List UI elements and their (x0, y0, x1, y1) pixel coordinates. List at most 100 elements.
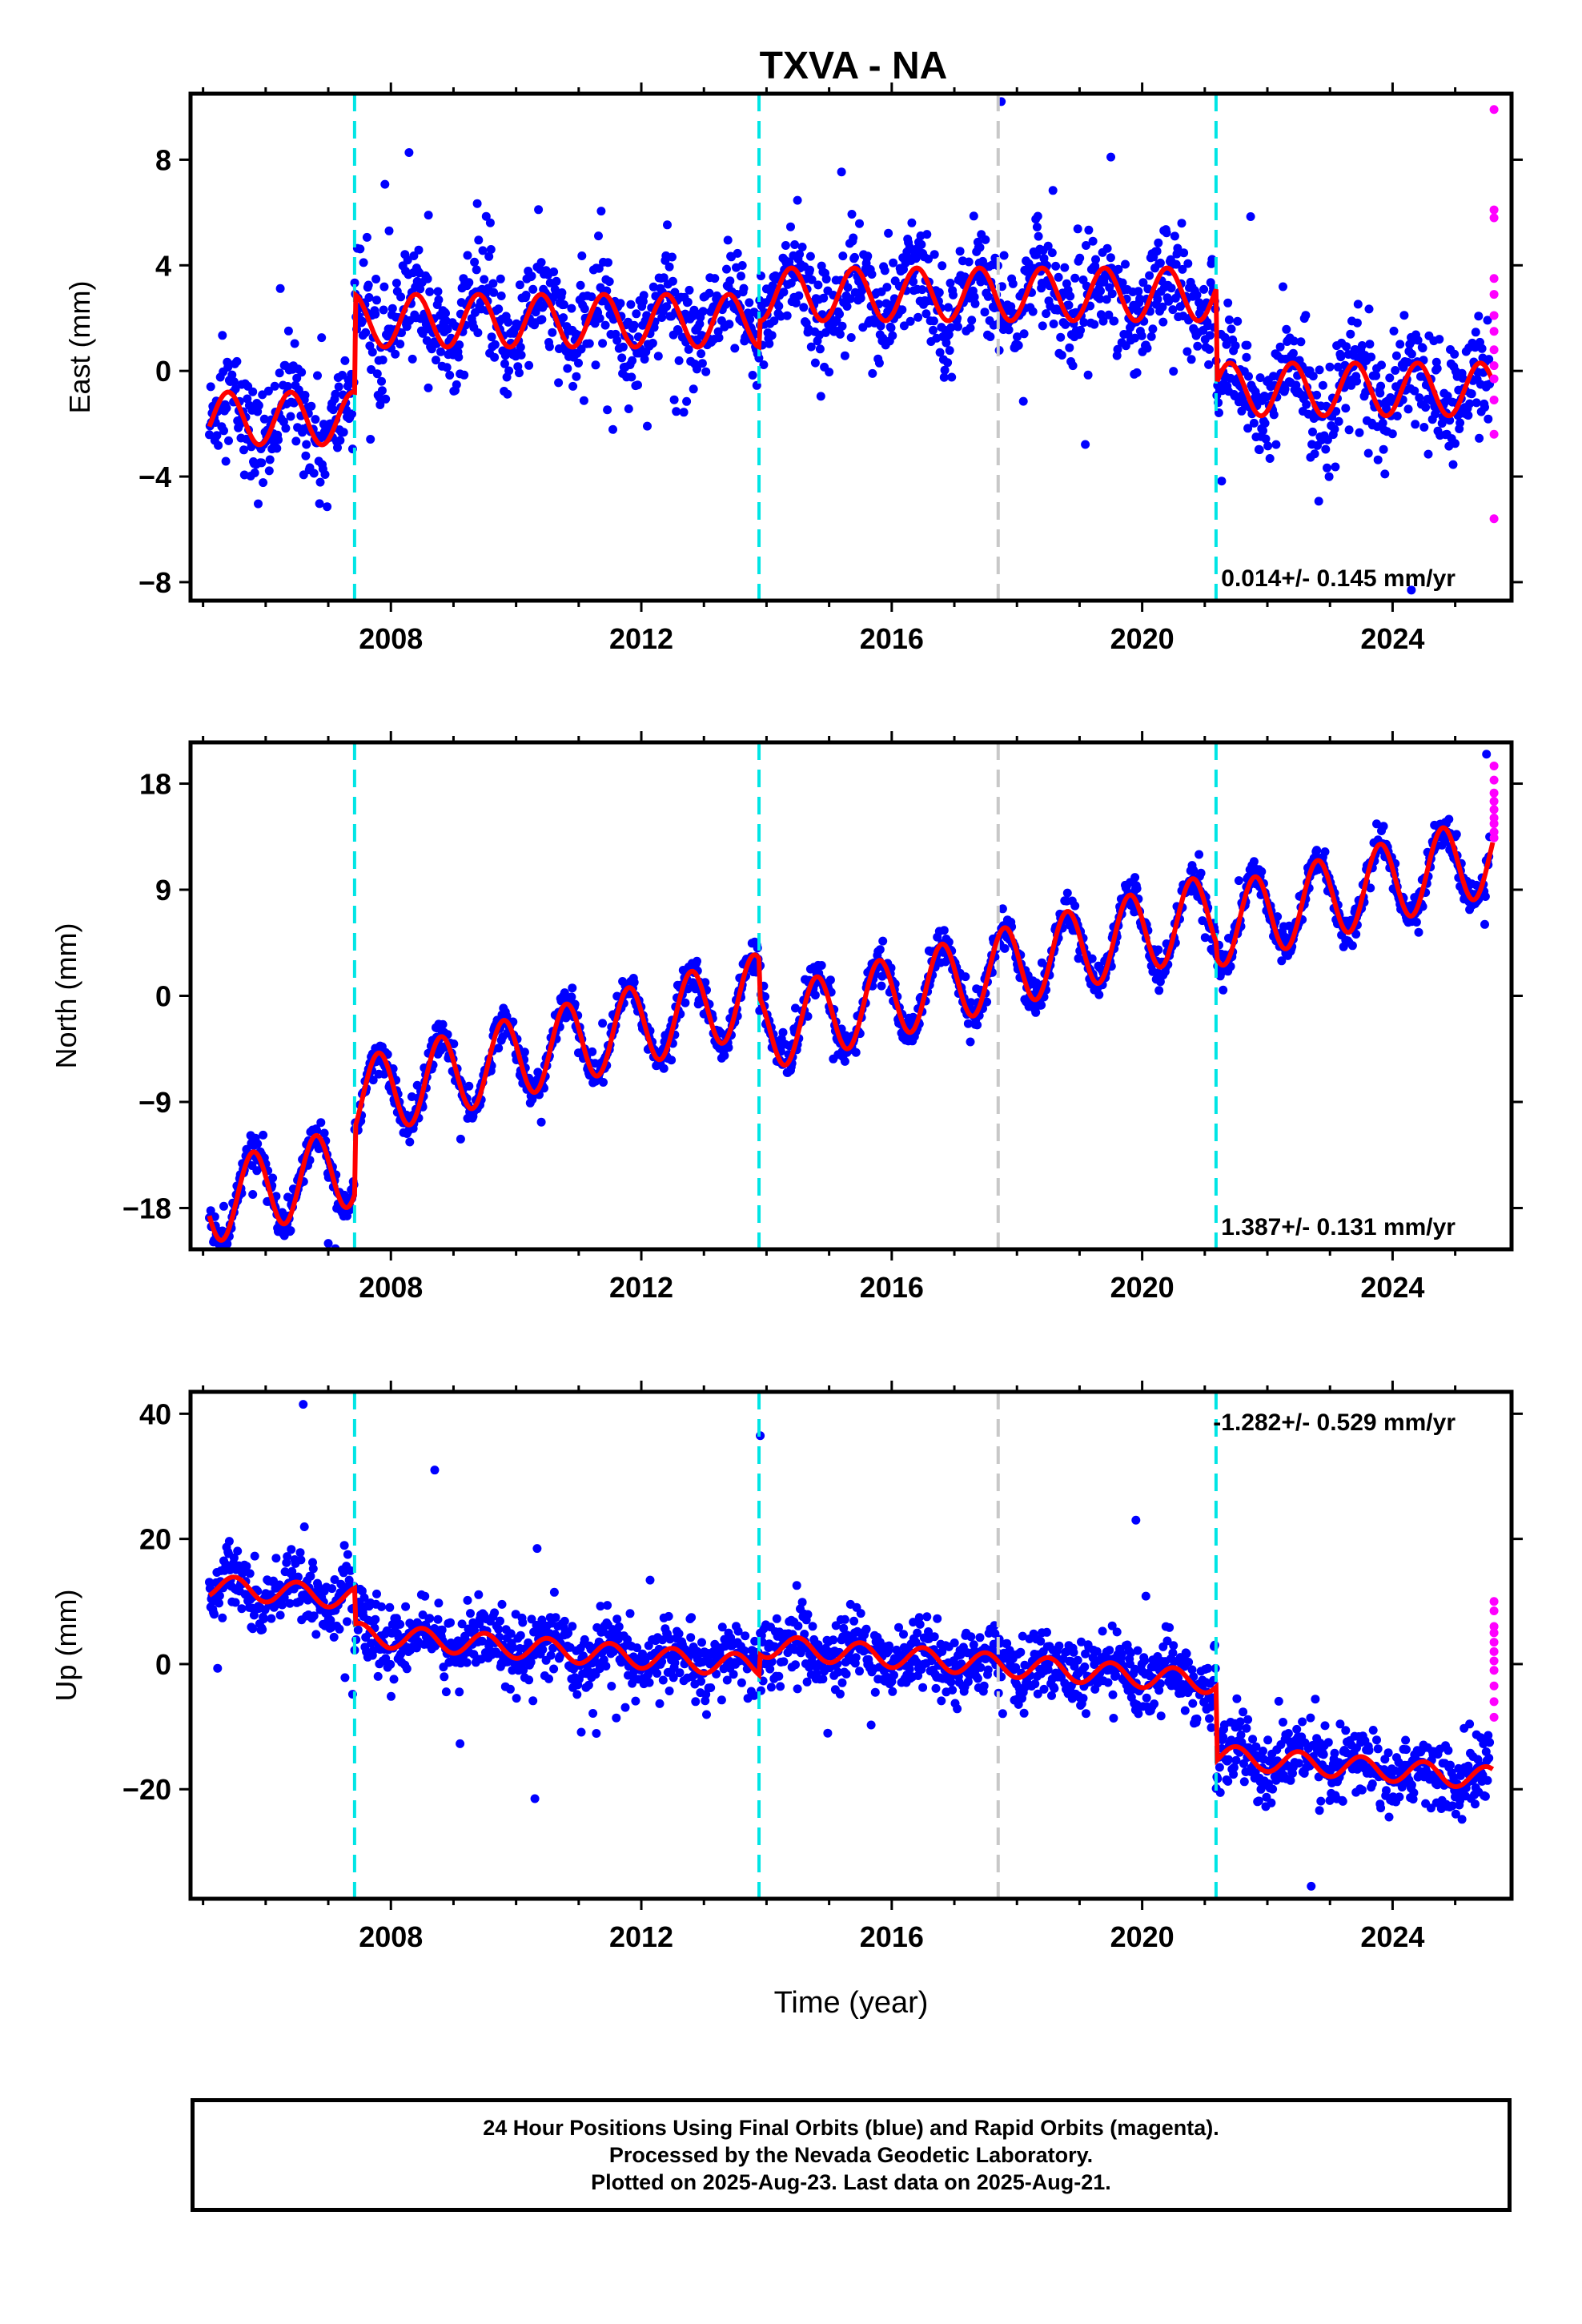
east-point (315, 477, 325, 487)
east-point (521, 291, 531, 300)
up-point (296, 1555, 306, 1565)
north-point (803, 1011, 813, 1021)
east-point (911, 254, 921, 263)
east-point (416, 284, 425, 294)
east-point (223, 363, 233, 372)
north-y-axis-label: North (mm) (50, 923, 82, 1069)
east-point (1464, 411, 1473, 420)
north-point (1257, 866, 1267, 876)
up-point (687, 1613, 697, 1622)
east-point (1296, 337, 1306, 347)
east-point (1378, 418, 1387, 428)
east-point (1192, 290, 1202, 300)
north-point (568, 983, 577, 993)
east-point (1484, 355, 1494, 364)
east-point (604, 277, 614, 287)
east-point (1205, 331, 1215, 340)
east-point (980, 308, 990, 317)
east-point (1363, 448, 1373, 458)
north-point (286, 1226, 295, 1236)
east-point (1033, 211, 1042, 221)
east-point (1137, 331, 1146, 340)
up-point (368, 1646, 378, 1655)
up-point (490, 1608, 500, 1618)
east-point (1008, 279, 1018, 288)
east-point (616, 299, 625, 308)
east-point (837, 321, 847, 331)
east-point (924, 255, 933, 263)
east-point (472, 199, 482, 208)
up-point (861, 1624, 871, 1634)
east-point (463, 251, 472, 260)
north-point (259, 1130, 268, 1140)
east-point (934, 287, 944, 297)
east-point (1013, 332, 1022, 342)
north-rapid-point (1489, 833, 1499, 842)
east-point (1073, 224, 1082, 234)
east-point (1314, 497, 1323, 506)
up-point (549, 1587, 559, 1597)
up-point (285, 1598, 295, 1608)
east-point (1333, 362, 1343, 372)
east-point (338, 371, 347, 380)
up-point (303, 1595, 312, 1605)
east-point (1467, 389, 1476, 399)
east-point (1410, 386, 1419, 396)
east-point (1222, 340, 1231, 349)
east-point (1220, 333, 1230, 342)
east-point (921, 309, 931, 319)
up-point (813, 1640, 823, 1650)
up-point (669, 1673, 678, 1683)
up-point (913, 1628, 922, 1638)
up-point (823, 1728, 833, 1738)
up-point (455, 1687, 464, 1697)
east-point (441, 308, 450, 318)
east-point (598, 339, 608, 348)
up-point (607, 1682, 616, 1691)
east-point (1407, 349, 1416, 359)
north-point (963, 1019, 973, 1028)
up-point (457, 1619, 467, 1629)
east-point (855, 219, 864, 228)
up-point (885, 1641, 893, 1651)
up-point (791, 1660, 800, 1670)
east-point (257, 458, 267, 468)
east-point (639, 291, 648, 300)
up-point (851, 1653, 861, 1663)
east-point (361, 328, 371, 337)
up-point (950, 1638, 959, 1647)
east-point (662, 302, 672, 312)
east-outlier-point (1106, 152, 1116, 162)
east-point (938, 261, 947, 271)
east-point (705, 288, 714, 298)
up-point (346, 1566, 355, 1575)
east-point (1346, 329, 1355, 339)
up-final-orbit-points (205, 1400, 1495, 1891)
up-point (389, 1675, 399, 1684)
east-point (212, 431, 222, 440)
east-point (275, 368, 284, 378)
east-point (442, 363, 452, 372)
north-rapid-point (1489, 819, 1499, 829)
up-point (519, 1666, 528, 1675)
east-point (560, 300, 568, 309)
east-model-line (207, 265, 1496, 448)
up-point (612, 1713, 621, 1723)
up-point (538, 1645, 548, 1655)
east-point (375, 400, 385, 409)
up-point (956, 1650, 966, 1659)
east-point (1061, 320, 1070, 329)
east-point (1173, 243, 1182, 253)
east-point (403, 255, 412, 265)
east-rapid-point (1489, 514, 1499, 524)
east-point (608, 424, 617, 434)
north-point (875, 945, 885, 955)
up-point (603, 1601, 612, 1610)
up-point (231, 1598, 240, 1607)
up-point (463, 1595, 472, 1605)
north-point (1379, 822, 1388, 831)
up-point (492, 1649, 502, 1659)
east-point (232, 356, 242, 366)
north-point (1031, 1007, 1041, 1017)
north-point (1226, 962, 1235, 971)
